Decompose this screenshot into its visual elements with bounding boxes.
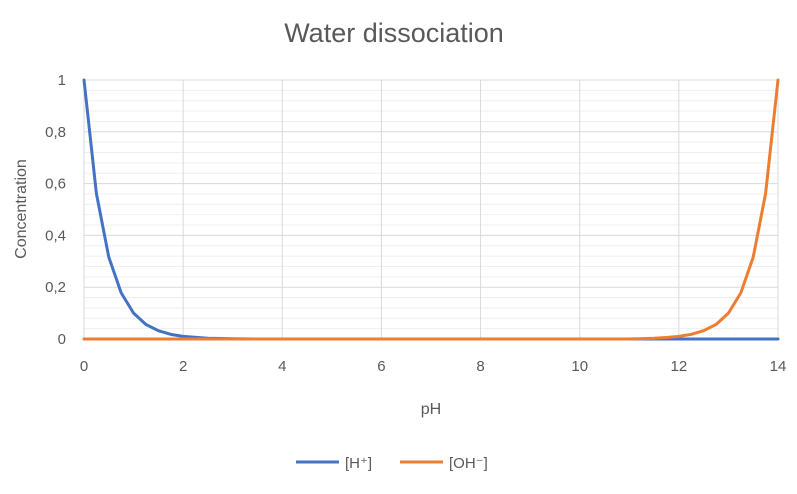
chart-title: Water dissociation: [284, 18, 504, 48]
x-tick-label: 14: [770, 358, 787, 375]
series-lines: [82, 78, 780, 341]
series-line-h: [82, 78, 780, 341]
y-axis-label: Concentration: [13, 159, 30, 259]
x-tick-labels: 0 2 4 6 8 10 12 14: [80, 358, 787, 375]
x-axis-label: pH: [421, 401, 441, 418]
y-tick-label: 0: [58, 331, 66, 348]
x-tick-label: 10: [571, 358, 588, 375]
legend[interactable]: [H⁺] [OH⁻]: [296, 455, 488, 472]
legend-label-oh: [OH⁻]: [449, 455, 488, 472]
x-tick-label: 6: [377, 358, 385, 375]
x-tick-label: 2: [179, 358, 187, 375]
y-tick-label: 1: [58, 72, 66, 89]
y-tick-label: 0,2: [45, 279, 66, 296]
y-tick-labels: 0 0,2 0,4 0,6 0,8 1: [45, 72, 66, 348]
y-tick-label: 0,8: [45, 124, 66, 141]
legend-label-h: [H⁺]: [345, 455, 372, 472]
x-tick-label: 12: [671, 358, 688, 375]
y-tick-label: 0,4: [45, 227, 66, 244]
x-tick-label: 8: [476, 358, 484, 375]
grid: [83, 79, 779, 340]
x-tick-label: 0: [80, 358, 88, 375]
x-tick-label: 4: [278, 358, 286, 375]
y-tick-label: 0,6: [45, 176, 66, 193]
series-line-oh: [82, 78, 780, 341]
